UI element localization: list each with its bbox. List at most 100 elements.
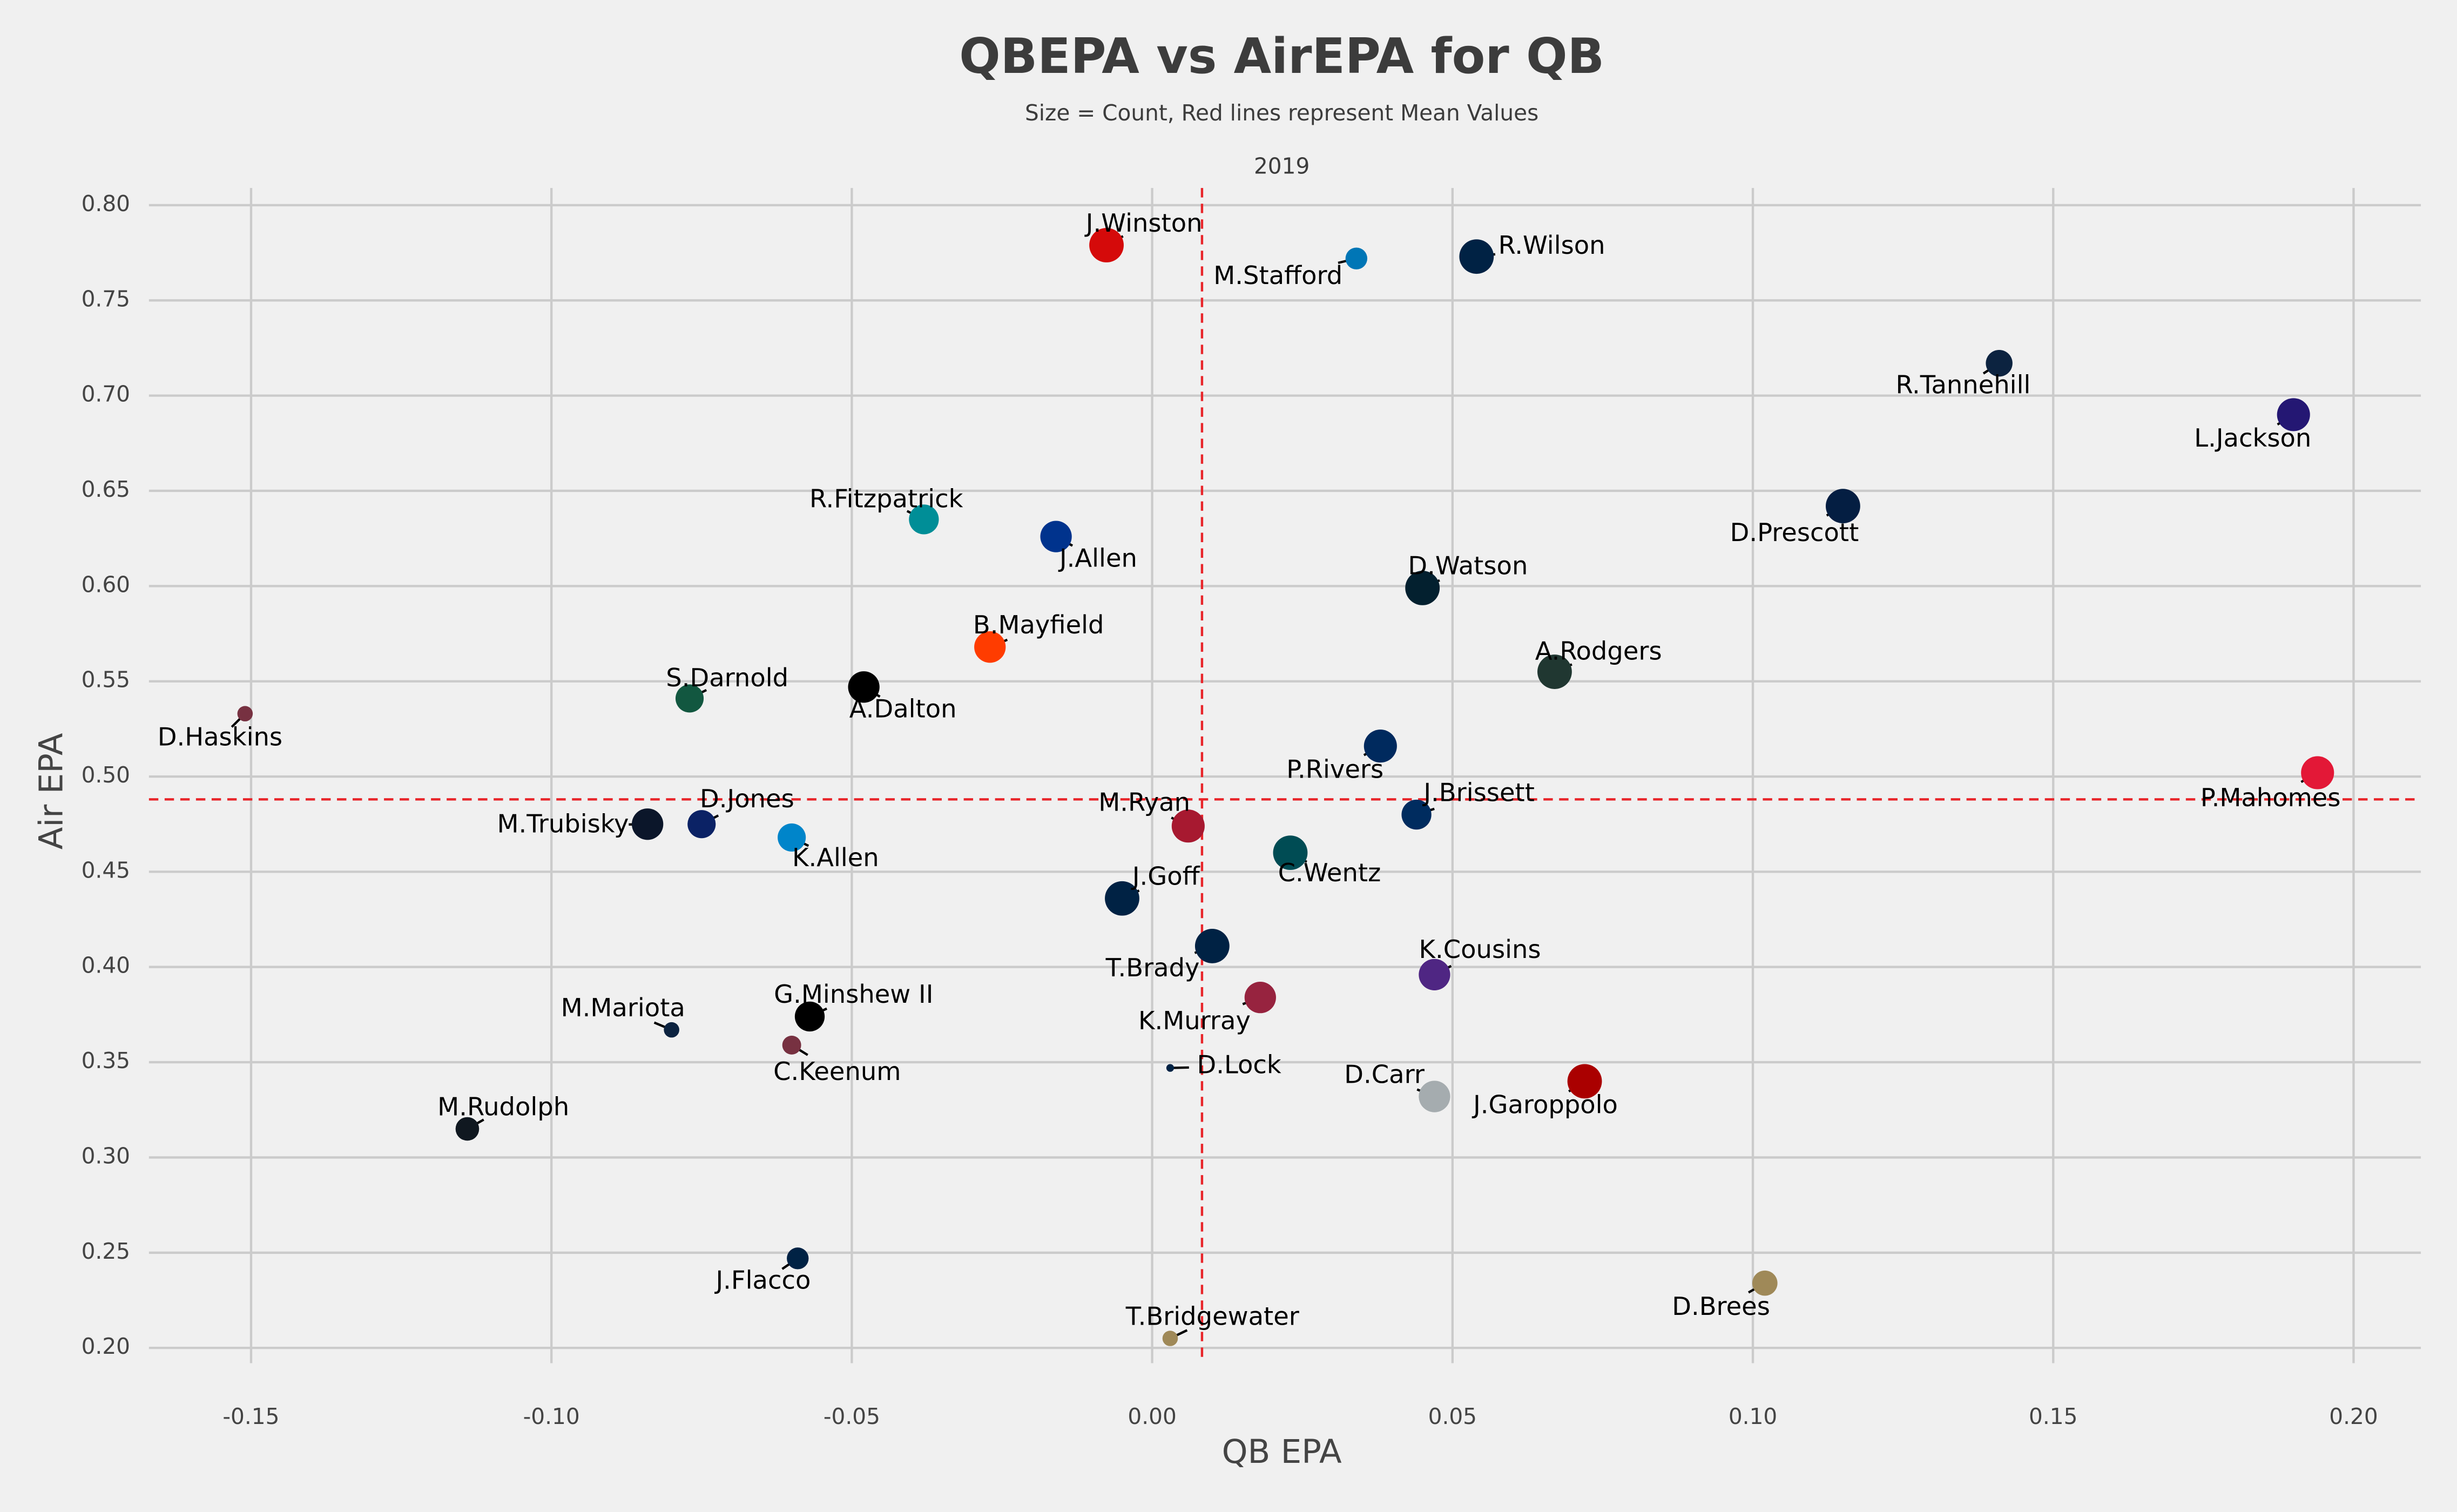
point-label: M.Ryan [1098,788,1190,817]
point [909,504,939,535]
x-tick-label: 0.20 [2329,1403,2378,1429]
point [1089,228,1124,262]
point-label: J.Goff [1131,862,1200,891]
y-tick-label: 0.35 [82,1048,130,1074]
point-label: G.Minshew II [774,980,933,1009]
point-label: D.Jones [700,784,794,813]
point [1273,835,1308,870]
point-label: D.Watson [1408,551,1528,580]
point [664,1022,679,1038]
point [1537,654,1572,689]
point-label: D.Brees [1672,1292,1770,1321]
point [687,810,716,839]
y-tick-label: 0.25 [82,1238,130,1264]
point-label: K.Allen [792,843,879,872]
y-tick-label: 0.60 [82,571,130,597]
y-tick-label: 0.45 [82,857,130,883]
point-label: D.Lock [1197,1050,1281,1079]
point-label: K.Murray [1138,1006,1251,1035]
point-label: J.Allen [1058,544,1137,573]
point [1194,929,1230,963]
point-label: D.Haskins [158,723,282,752]
chart-subtitle: Size = Count, Red lines represent Mean V… [1025,100,1538,126]
x-tick-label: -0.15 [222,1403,279,1429]
point-label: C.Keenum [773,1057,901,1086]
x-tick-label: -0.10 [523,1403,580,1429]
point [1244,982,1276,1014]
point [794,1001,825,1032]
points: J.Winston M.Stafford R.Wilson R.Tannehill L.… [158,208,2341,1346]
point-label: B.Mayfield [973,610,1104,639]
point-label: A.Rodgers [1535,637,1662,666]
point [1752,1270,1778,1296]
point-label: D.Prescott [1730,518,1859,547]
point [1567,1064,1602,1099]
point-label: R.Tannehill [1895,370,2030,400]
point [974,631,1006,663]
x-tick-label: 0.05 [1428,1403,1477,1429]
point [1459,239,1494,274]
x-tick-label: 0.10 [1729,1403,1777,1429]
point-label: P.Rivers [1286,755,1383,784]
x-tick-label: -0.05 [824,1403,880,1429]
point-label: M.Trubisky [497,809,629,839]
point [787,1247,809,1270]
point [237,706,253,721]
y-tick-label: 0.80 [82,191,130,217]
point-label: J.Garoppolo [1472,1090,1618,1119]
point [2301,756,2334,789]
point-label: R.Fitzpatrick [809,484,963,514]
y-tick-label: 0.55 [82,667,130,693]
y-tick-label: 0.50 [82,762,130,788]
point-label: M.Stafford [1213,261,1342,290]
point-label: C.Wentz [1278,858,1381,887]
mean-lines [148,188,2421,1364]
panel-label: 2019 [1254,153,1310,179]
point-label: T.Brady [1105,953,1200,982]
point [1345,247,1368,269]
y-tick-label: 0.20 [82,1333,130,1359]
y-tick-label: 0.40 [82,953,130,978]
point [675,684,704,713]
point-label: R.Wilson [1498,231,1605,260]
point [1105,881,1139,916]
point-label: J.Winston [1084,208,1203,238]
point-label: J.Flacco [714,1265,811,1294]
x-tick-label: 0.00 [1128,1403,1176,1429]
y-axis-label: Air EPA [32,733,70,849]
point [1405,570,1440,605]
point [1419,1081,1450,1112]
x-axis-label: QB EPA [1222,1433,1342,1471]
grid: -0.15 -0.10 -0.05 0.00 0.05 0.10 0.15 0.20 0.80 0… [82,188,2421,1429]
point-label: P.Mahomes [2200,783,2341,812]
x-tick-label: 0.15 [2029,1403,2077,1429]
point [1166,1064,1174,1072]
chart-title: QBEPA vs AirEPA for QB [959,29,1604,85]
y-tick-label: 0.30 [82,1143,130,1169]
point [1401,799,1432,830]
point-label: K.Cousins [1419,935,1541,964]
point-label: J.Brissett [1422,778,1535,807]
point [848,671,880,703]
y-tick-label: 0.70 [82,381,130,407]
point-label: L.Jackson [2194,423,2311,453]
point-label: S.Darnold [666,663,788,692]
point [1171,809,1205,843]
point [1986,349,2013,377]
point-label: A.Dalton [849,694,957,723]
y-tick-label: 0.75 [82,286,130,312]
point [1040,521,1072,552]
point [778,823,806,852]
point [1419,959,1450,990]
point-label: D.Carr [1344,1059,1425,1089]
point [2277,398,2310,431]
point [455,1117,480,1141]
point-label: M.Mariota [561,993,685,1022]
point [632,808,664,840]
point [782,1035,801,1055]
point [1364,730,1397,763]
point-label: T.Bridgewater [1125,1301,1300,1331]
point-label: M.Rudolph [437,1092,569,1121]
